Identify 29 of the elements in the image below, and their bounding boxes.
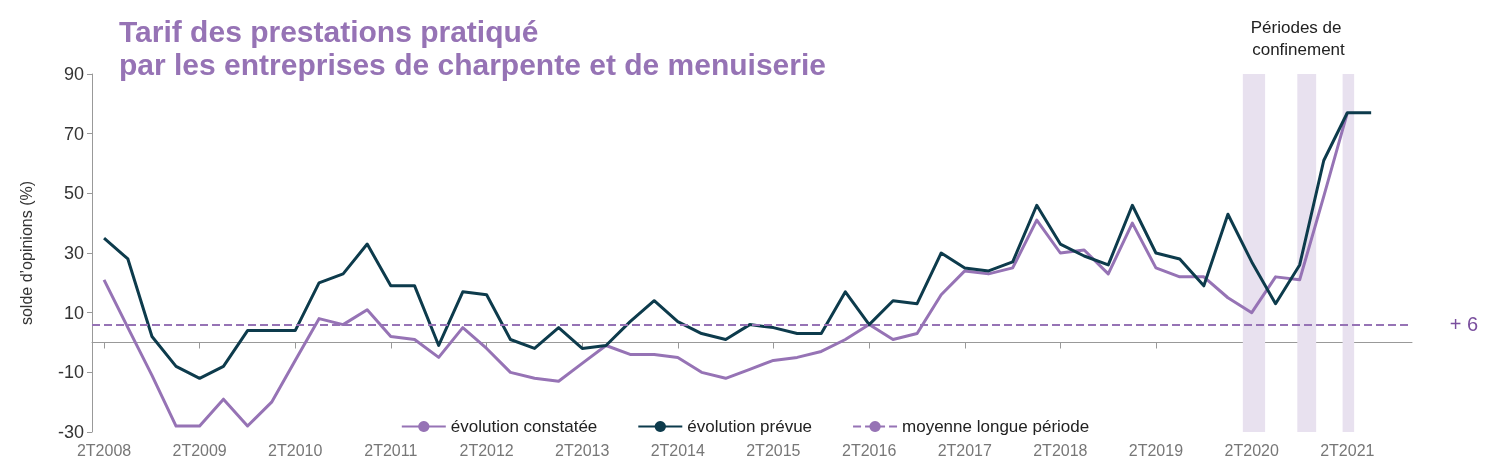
x-tick-label: 2T2018 [1033,441,1088,459]
x-tick-label: 2T2015 [746,441,801,459]
x-tick-label: 2T2016 [842,441,897,459]
y-tick-label: -10 [57,362,84,383]
text: Périodes de confinement [1250,17,1347,59]
x-tick-label: 2T2020 [1224,441,1279,459]
y-tick-label: 90 [63,64,84,84]
chart-title: Tarif des prestations pratiqué par les entreprises de charpente et de menuiserie [119,15,826,81]
y-tick-label: -30 [57,422,84,442]
x-tick-label: 2T2009 [172,441,227,459]
y-tick-label: 70 [63,123,84,144]
y-tick-label: 50 [63,183,84,204]
x-tick-label: 2T2021 [1320,441,1375,459]
x-tick-label: 2T2010 [268,441,323,459]
line-series [102,111,1373,380]
legend-label: moyenne longue période [902,417,1090,436]
x-tick-label: 2T2019 [1128,441,1184,459]
x-tick-label: 2T2012 [459,441,514,459]
x-tick-label: 2T2011 [364,441,418,459]
text: + 6 [1449,312,1478,335]
legend-label: évolution prévue [687,417,813,436]
x-tick-label: 2T2008 [76,441,132,459]
x-tick-label: 2T2014 [650,441,705,459]
legend-label: évolution constatée [450,417,598,436]
x-tick-label: 2T2017 [937,441,992,459]
y-tick-label: 10 [63,302,84,323]
x-tick-label: 2T2013 [555,441,610,459]
y-axis-title: solde d’opinions (%) [17,180,35,326]
y-tick-label: 30 [63,243,84,263]
